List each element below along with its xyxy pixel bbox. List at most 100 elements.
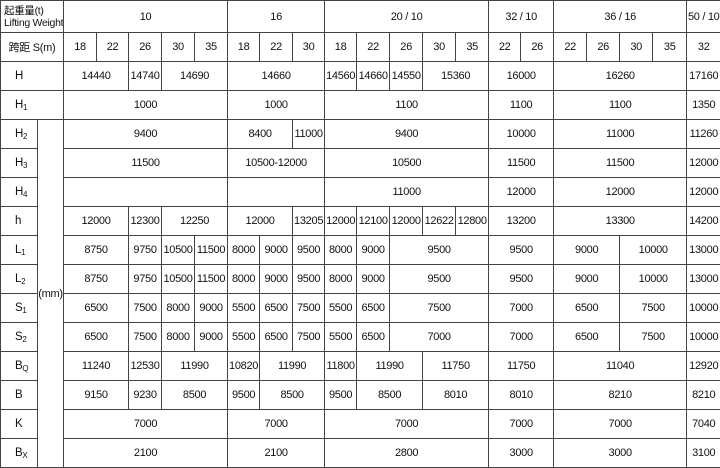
capacity-cell: 10: [64, 1, 228, 33]
value-cell: 14440: [64, 62, 129, 91]
value-cell: 8000: [162, 323, 195, 352]
value-cell: 1100: [554, 91, 687, 120]
value-cell: 14660: [228, 62, 325, 91]
value-cell: 13000: [687, 236, 720, 265]
value-cell: 17160: [687, 62, 720, 91]
value-cell: 5500: [325, 323, 357, 352]
value-cell: 2100: [228, 439, 325, 468]
row-label: S2: [1, 323, 38, 352]
value-cell: 11990: [162, 352, 228, 381]
value-cell: 14660: [357, 62, 390, 91]
value-cell: 11500: [64, 149, 228, 178]
value-cell: 6500: [260, 294, 293, 323]
value-cell: 9500: [325, 381, 357, 410]
value-cell: 11000: [554, 120, 687, 149]
label-main: H: [15, 186, 23, 198]
value-cell: 8500: [260, 381, 325, 410]
span-cell: 18: [64, 33, 97, 62]
span-cell: 30: [293, 33, 325, 62]
value-cell: 9230: [129, 381, 162, 410]
label-sub: 2: [23, 132, 27, 141]
value-cell: 8210: [554, 381, 687, 410]
value-cell: 1100: [489, 91, 554, 120]
value-cell: 14200: [687, 207, 720, 236]
value-cell: 13205: [293, 207, 325, 236]
value-cell: 11000: [325, 178, 489, 207]
label-sub: X: [22, 451, 27, 460]
value-cell: 9500: [293, 236, 325, 265]
span-cell: 26: [390, 33, 423, 62]
capacity-label: 起重量(t): [4, 5, 63, 17]
label-sub: 1: [23, 103, 27, 112]
capacity-cell: 36 / 16: [554, 1, 687, 33]
value-cell: 11800: [325, 352, 357, 381]
value-cell: 8000: [228, 265, 260, 294]
row-label: B: [1, 381, 38, 410]
value-cell: 8010: [489, 381, 554, 410]
empty-cell: [228, 178, 325, 207]
row-label: H2: [1, 120, 38, 149]
value-cell: 10820: [228, 352, 260, 381]
span-cell: 32: [687, 33, 720, 62]
value-cell: 12100: [357, 207, 390, 236]
row-label: S1: [1, 294, 38, 323]
value-cell: 11990: [357, 352, 423, 381]
value-cell: 7000: [489, 323, 554, 352]
span-cell: 26: [129, 33, 162, 62]
value-cell: 11260: [687, 120, 720, 149]
row-label: H1: [1, 91, 64, 120]
row-label: K: [1, 410, 38, 439]
row-label: L1: [1, 236, 38, 265]
value-cell: 9500: [390, 265, 489, 294]
span-cell: 35: [653, 33, 687, 62]
span-cell: 26: [587, 33, 620, 62]
value-cell: 11750: [489, 352, 554, 381]
value-cell: 7000: [554, 410, 687, 439]
value-cell: 5500: [228, 294, 260, 323]
value-cell: 9000: [260, 265, 293, 294]
value-cell: 9750: [129, 265, 162, 294]
label-main: H: [15, 99, 23, 111]
value-cell: 5500: [228, 323, 260, 352]
value-cell: 14740: [129, 62, 162, 91]
value-cell: 9000: [554, 236, 620, 265]
value-cell: 3000: [489, 439, 554, 468]
value-cell: 9000: [260, 236, 293, 265]
row-label: h: [1, 207, 38, 236]
capacity-cell: 32 / 10: [489, 1, 554, 33]
value-cell: 9000: [357, 236, 390, 265]
label-main: h: [15, 215, 21, 227]
value-cell: 7500: [620, 323, 687, 352]
span-cell: 22: [554, 33, 587, 62]
value-cell: 7500: [293, 294, 325, 323]
value-cell: 10000: [620, 265, 687, 294]
value-cell: 9500: [293, 265, 325, 294]
unit-cell: (mm): [38, 120, 64, 468]
value-cell: 10500: [162, 236, 195, 265]
value-cell: 12000: [325, 207, 357, 236]
value-cell: 8750: [64, 236, 129, 265]
value-cell: 1100: [325, 91, 489, 120]
value-cell: 12920: [687, 352, 720, 381]
label-sub: 1: [22, 306, 26, 315]
value-cell: 6500: [357, 294, 390, 323]
value-cell: 11750: [423, 352, 489, 381]
label-sub: 4: [23, 190, 27, 199]
value-cell: 12300: [129, 207, 162, 236]
value-cell: 8500: [162, 381, 228, 410]
span-cell: 30: [620, 33, 653, 62]
value-cell: 8400: [228, 120, 293, 149]
value-cell: 9000: [357, 265, 390, 294]
value-cell: 14690: [162, 62, 228, 91]
